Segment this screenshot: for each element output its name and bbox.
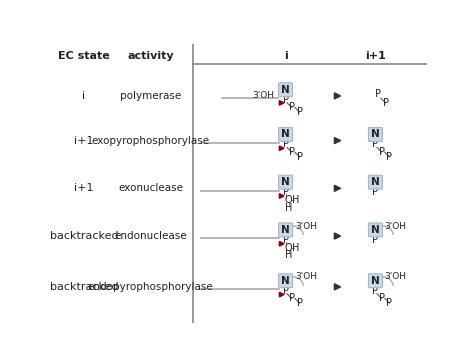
- Text: O: O: [285, 195, 292, 205]
- Text: N: N: [281, 85, 290, 95]
- Text: P: P: [373, 139, 378, 150]
- Polygon shape: [279, 194, 284, 198]
- Text: i+1: i+1: [365, 51, 386, 61]
- Text: H: H: [285, 203, 292, 213]
- Text: P: P: [283, 286, 289, 296]
- Text: P: P: [373, 235, 378, 245]
- Polygon shape: [334, 233, 341, 239]
- Text: P: P: [283, 95, 289, 105]
- Text: P: P: [386, 298, 392, 308]
- Text: 3'OH: 3'OH: [253, 91, 275, 101]
- Text: N: N: [371, 177, 380, 187]
- FancyBboxPatch shape: [279, 274, 292, 287]
- Text: i+1: i+1: [74, 183, 94, 193]
- FancyBboxPatch shape: [279, 83, 292, 97]
- Text: exopyrophosphorylase: exopyrophosphorylase: [91, 135, 210, 146]
- Text: N: N: [371, 130, 380, 139]
- Text: P: P: [386, 152, 392, 162]
- Text: N: N: [281, 276, 290, 286]
- Text: EC state: EC state: [58, 51, 110, 61]
- Polygon shape: [334, 93, 341, 99]
- Text: i: i: [283, 51, 287, 61]
- FancyBboxPatch shape: [279, 223, 292, 237]
- Text: 3'OH: 3'OH: [385, 221, 407, 231]
- Text: P: P: [373, 286, 378, 296]
- Text: N: N: [281, 225, 290, 235]
- Text: P: P: [379, 147, 384, 157]
- FancyBboxPatch shape: [279, 127, 292, 141]
- Text: P: P: [297, 152, 302, 162]
- Text: P: P: [289, 293, 295, 303]
- Polygon shape: [334, 185, 341, 191]
- Text: N: N: [281, 177, 290, 187]
- Polygon shape: [279, 146, 284, 151]
- Polygon shape: [279, 101, 284, 105]
- Text: endopyrophosphorylase: endopyrophosphorylase: [88, 282, 214, 292]
- Text: i: i: [82, 91, 86, 101]
- Text: P: P: [289, 102, 295, 113]
- Polygon shape: [334, 284, 341, 290]
- Text: P: P: [297, 107, 302, 117]
- Text: exonuclease: exonuclease: [118, 183, 183, 193]
- Text: 3'OH: 3'OH: [295, 221, 317, 231]
- Text: O: O: [285, 242, 292, 253]
- Text: N: N: [371, 225, 380, 235]
- FancyBboxPatch shape: [368, 175, 383, 189]
- Text: backtracked: backtracked: [50, 282, 118, 292]
- Text: 3'OH: 3'OH: [385, 272, 407, 281]
- Polygon shape: [279, 241, 284, 246]
- Text: P: P: [283, 187, 289, 197]
- FancyBboxPatch shape: [368, 223, 383, 237]
- Text: H: H: [292, 195, 299, 205]
- Text: P: P: [383, 98, 389, 108]
- Text: P: P: [283, 139, 289, 150]
- Text: P: P: [283, 235, 289, 245]
- Text: 3'OH: 3'OH: [295, 272, 317, 281]
- Text: endonuclease: endonuclease: [114, 231, 187, 241]
- Text: backtracked: backtracked: [50, 231, 118, 241]
- Polygon shape: [279, 292, 284, 297]
- Text: polymerase: polymerase: [120, 91, 182, 101]
- Text: P: P: [375, 89, 381, 99]
- Text: activity: activity: [128, 51, 174, 61]
- Polygon shape: [334, 138, 341, 144]
- Text: N: N: [281, 130, 290, 139]
- FancyBboxPatch shape: [279, 175, 292, 189]
- Text: P: P: [379, 293, 384, 303]
- FancyBboxPatch shape: [368, 274, 383, 287]
- Text: H: H: [292, 242, 299, 253]
- Text: P: P: [289, 147, 295, 157]
- Text: P: P: [373, 187, 378, 197]
- Text: i+1: i+1: [74, 135, 94, 146]
- Text: P: P: [297, 298, 302, 308]
- FancyBboxPatch shape: [368, 127, 383, 141]
- Text: N: N: [371, 276, 380, 286]
- Text: H: H: [285, 250, 292, 260]
